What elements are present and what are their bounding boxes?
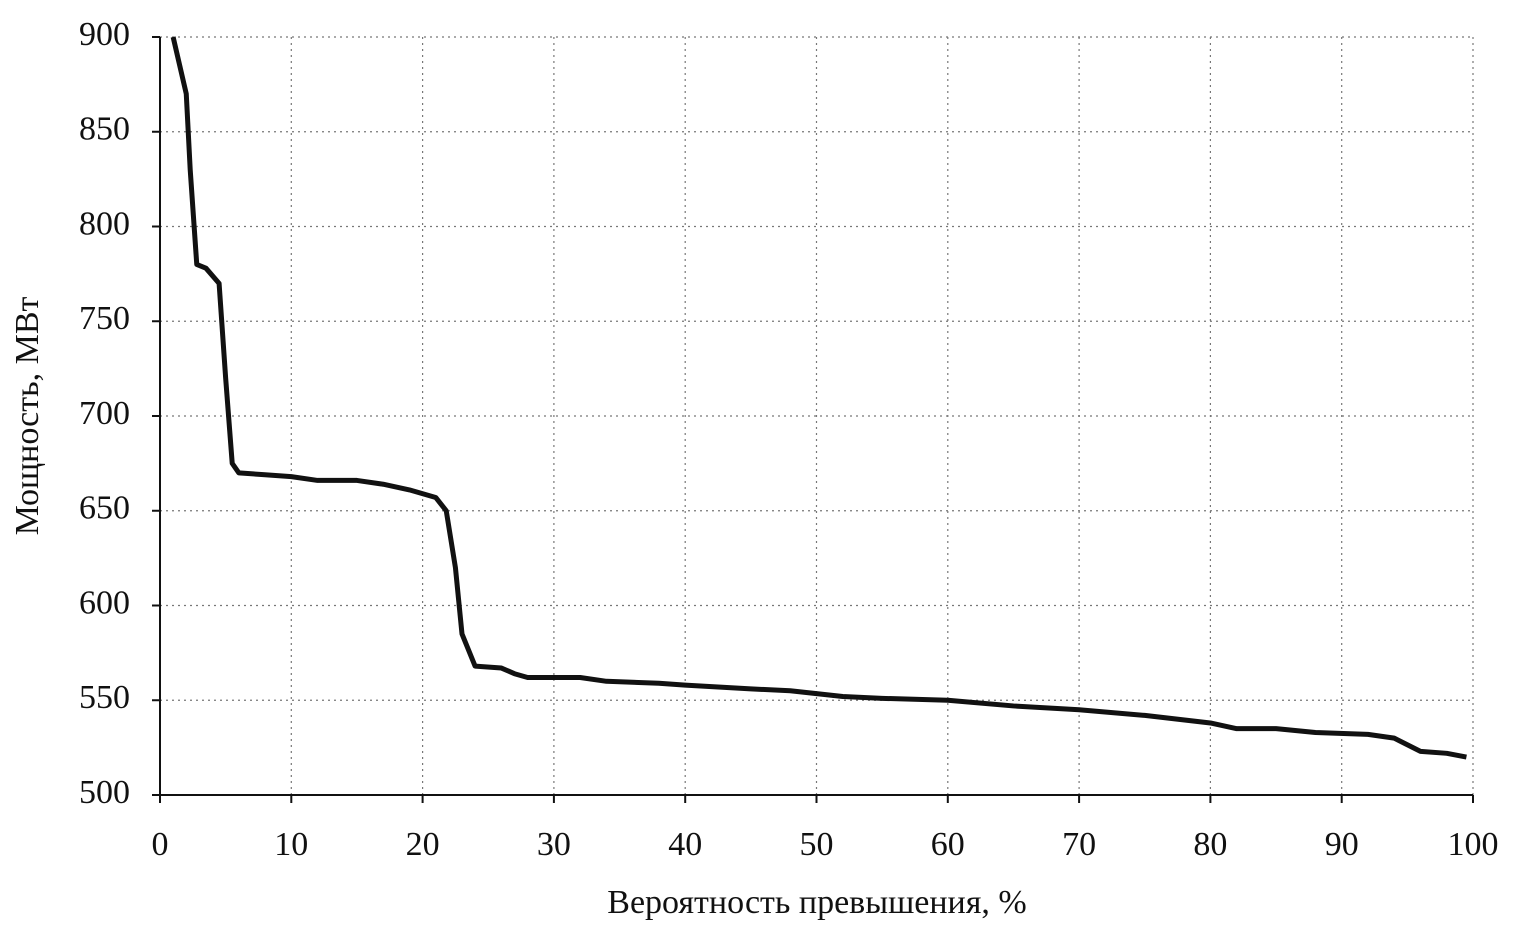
- x-tick-label: 50: [800, 826, 834, 863]
- y-axis-title: Мощность, МВт: [9, 296, 46, 535]
- x-axis-title: Вероятность превышения, %: [607, 884, 1026, 921]
- x-tick-label: 60: [931, 826, 965, 863]
- x-tick-label: 30: [537, 826, 571, 863]
- y-tick-label: 600: [79, 584, 130, 621]
- y-tick-label: 650: [79, 490, 130, 527]
- y-tick-label: 750: [79, 300, 130, 337]
- y-tick-label: 550: [79, 679, 130, 716]
- x-tick-label: 20: [406, 826, 440, 863]
- x-tick-label: 100: [1448, 826, 1499, 863]
- x-tick-label: 80: [1193, 826, 1227, 863]
- y-tick-label: 800: [79, 205, 130, 242]
- y-tick-label: 900: [79, 16, 130, 53]
- x-tick-label: 10: [274, 826, 308, 863]
- y-tick-label: 850: [79, 111, 130, 148]
- x-tick-label: 0: [152, 826, 169, 863]
- y-tick-label: 500: [79, 774, 130, 811]
- x-tick-label: 70: [1062, 826, 1096, 863]
- x-tick-label: 40: [668, 826, 702, 863]
- x-tick-label: 90: [1325, 826, 1359, 863]
- data-line: [170, 36, 1467, 760]
- y-tick-label: 700: [79, 395, 130, 432]
